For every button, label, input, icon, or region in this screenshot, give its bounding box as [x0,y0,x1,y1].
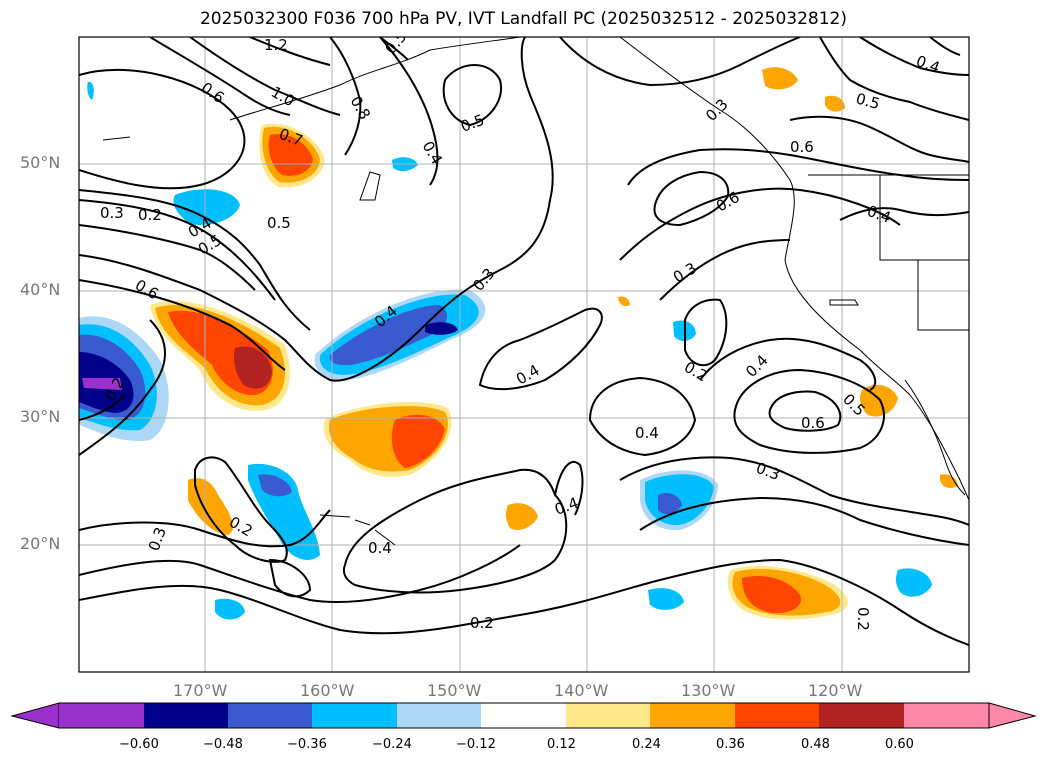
colorbar-tick: 0.36 [716,737,745,752]
colorbar-tick: 0.48 [801,737,830,752]
colorbar-tick: −0.60 [119,737,159,752]
contour-label: 0.5 [854,89,882,113]
shaded-anomalies [79,67,958,620]
map-title: 2025032300 F036 700 hPa PV, IVT Landfall… [199,9,847,29]
colorbar-tick: −0.36 [287,737,327,752]
lon-label-130w: 130°W [681,681,736,700]
coastlines [102,37,969,546]
lat-label-50n: 50°N [20,153,61,172]
contour-label: 0.6 [801,414,825,432]
colorbar-tick: 0.60 [885,737,914,752]
contour-label: 1.2 [264,36,288,54]
lon-label-140w: 140°W [554,681,609,700]
plot-frame [78,36,970,673]
lat-label-40n: 40°N [20,280,61,299]
contour-label: 0.3 [100,204,124,222]
lon-label-120w: 120°W [808,681,863,700]
lon-label-150w: 150°W [427,681,482,700]
colorbar-tick: 0.12 [547,737,576,752]
lat-label-20n: 20°N [20,534,61,553]
contour-label: 0.2 [470,614,494,632]
lon-label-170w: 170°W [173,681,228,700]
colorbar-tick: −0.48 [203,737,243,752]
lon-label-160w: 160°W [300,681,355,700]
colorbar [10,702,1037,729]
colorbar-tick: 0.24 [632,737,661,752]
contour-label: 0.5 [267,214,291,232]
contour-label: 0.4 [635,424,659,442]
colorbar-tick: −0.24 [372,737,412,752]
contour-label: 0.2 [138,206,162,224]
pv-contours [79,37,969,646]
contour-label: 0.2 [854,607,872,631]
gridlines [79,37,969,672]
colorbar-tick: −0.12 [456,737,496,752]
contour-label: 0.6 [790,138,814,156]
contour-label: 0.4 [368,539,392,557]
lat-label-30n: 30°N [20,407,61,426]
